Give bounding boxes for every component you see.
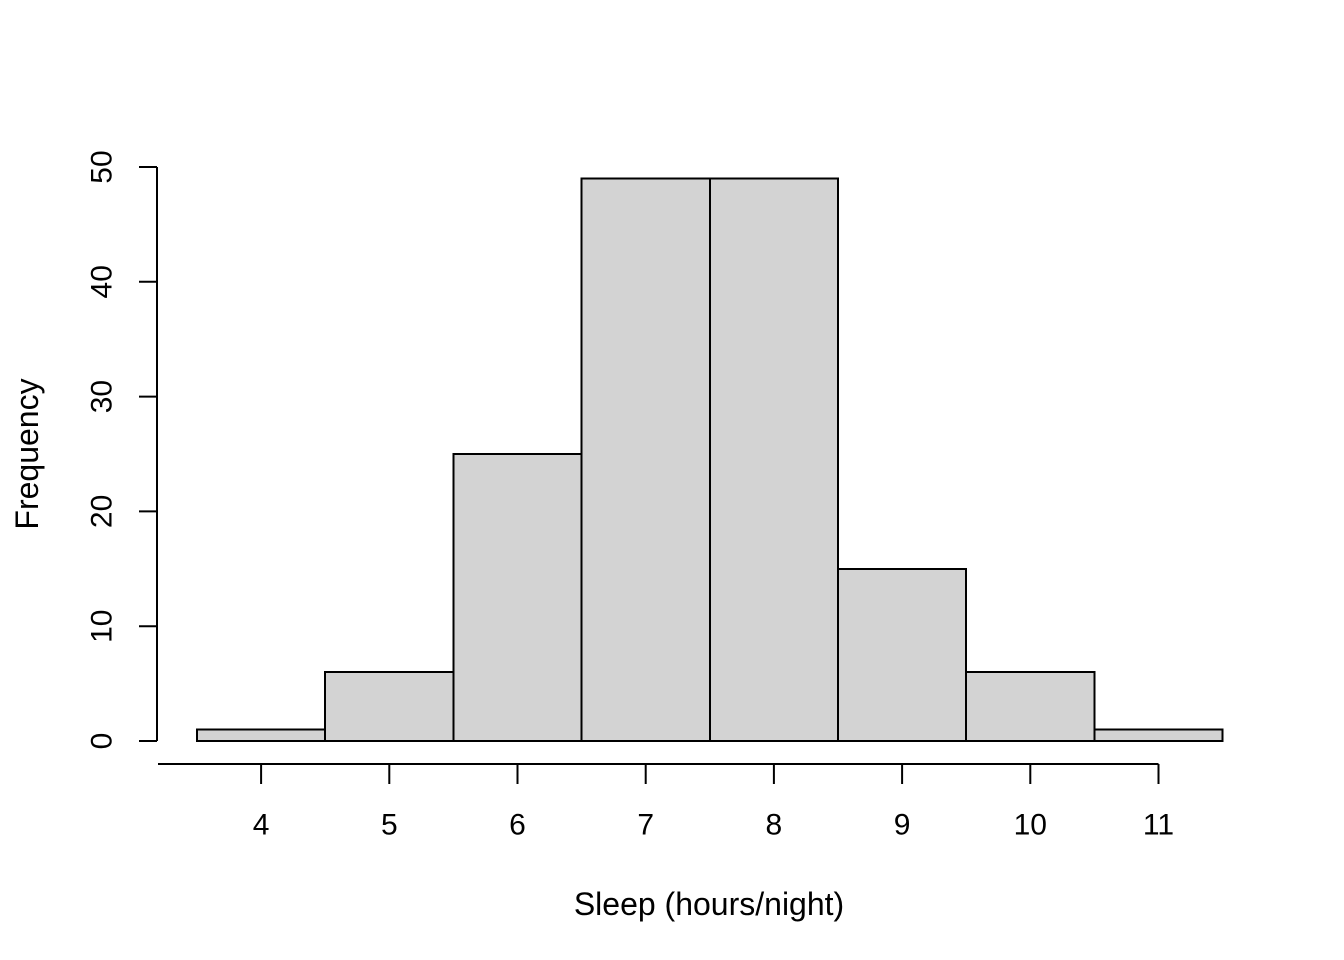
histogram-bar <box>837 567 968 742</box>
x-tick-label: 5 <box>381 809 398 842</box>
histogram-bar <box>196 728 327 742</box>
histogram-bar <box>580 177 711 742</box>
x-tick-label: 4 <box>253 809 270 842</box>
x-axis-title: Sleep (hours/night) <box>574 886 844 922</box>
y-tick-label: 40 <box>86 265 119 298</box>
x-tick-label: 6 <box>509 809 526 842</box>
histogram-bar <box>708 177 839 742</box>
histogram-bar <box>965 671 1096 742</box>
x-tick-label: 8 <box>766 809 783 842</box>
x-tick-label: 10 <box>1014 809 1047 842</box>
x-tick-label: 7 <box>637 809 654 842</box>
y-tick-label: 50 <box>86 150 119 183</box>
y-tick-label: 20 <box>86 495 119 528</box>
y-axis: 0 10 20 30 40 50 <box>86 150 158 749</box>
y-tick-label: 0 <box>86 733 119 750</box>
bars-group <box>196 177 1224 742</box>
x-tick-label: 11 <box>1143 809 1174 842</box>
y-tick-label: 30 <box>86 380 119 413</box>
y-tick-label: 10 <box>86 610 119 643</box>
y-axis-title: Frequency <box>9 378 45 529</box>
x-tick-label: 9 <box>894 809 911 842</box>
x-axis: 4 5 6 7 8 9 10 11 <box>158 763 1174 842</box>
histogram-bar <box>1093 728 1224 742</box>
histogram-bar <box>324 671 455 742</box>
histogram-bar <box>452 453 583 742</box>
